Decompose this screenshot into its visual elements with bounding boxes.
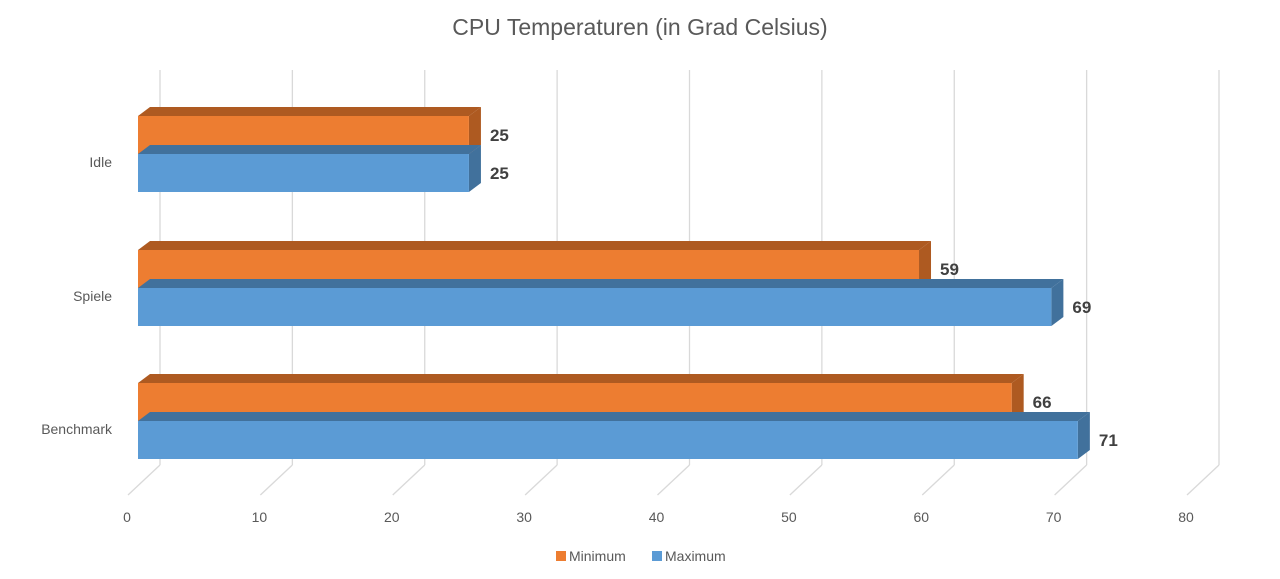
data-label: 25 (490, 126, 509, 145)
bar-top-face (138, 279, 1064, 288)
bars (138, 107, 1090, 459)
bar-maximum-benchmark (138, 421, 1078, 459)
gridline-floor (524, 464, 558, 496)
category-label: Benchmark (41, 421, 113, 437)
legend-label: Maximum (665, 548, 726, 564)
x-tick-label: 70 (1046, 509, 1062, 525)
bar-maximum-spiele (138, 288, 1052, 326)
gridline-floor (259, 464, 293, 496)
bar-side-face (1011, 374, 1024, 421)
bar-top-face (138, 107, 481, 116)
x-tick-label: 80 (1178, 509, 1194, 525)
gridline-floor (921, 464, 955, 496)
chart-title: CPU Temperaturen (in Grad Celsius) (452, 14, 827, 40)
x-tick-label: 60 (913, 509, 929, 525)
bar-side-face (1051, 279, 1064, 326)
bar-side-face (919, 241, 932, 288)
labels: 25 25 Idle 59 69 Spiele 66 71 Benchmark 0 10 20 30 40… (41, 126, 1194, 525)
x-tick-label: 20 (384, 509, 400, 525)
bar-side-face (468, 145, 481, 192)
data-label: 59 (940, 260, 959, 279)
gridline-floor (1054, 464, 1088, 496)
data-label: 66 (1033, 393, 1052, 412)
gridline-floor (789, 464, 823, 496)
gridline-floor (127, 464, 161, 496)
x-tick-label: 50 (781, 509, 797, 525)
bar-top-face (138, 241, 932, 250)
data-label: 71 (1099, 431, 1118, 450)
legend: Minimum Maximum (556, 548, 726, 564)
bar-top-face (138, 145, 481, 154)
legend-label: Minimum (569, 548, 626, 564)
x-tick-label: 10 (252, 509, 268, 525)
gridline-floor (392, 464, 426, 496)
bar-side-face (1077, 412, 1090, 459)
category-label: Spiele (73, 288, 112, 304)
x-tick-label: 0 (123, 509, 131, 525)
bar-maximum-idle (138, 154, 469, 192)
data-label: 25 (490, 164, 509, 183)
legend-swatch (652, 551, 662, 561)
gridline-floor (657, 464, 690, 496)
bar-top-face (138, 412, 1090, 421)
x-tick-label: 30 (516, 509, 532, 525)
gridline-floor (1186, 464, 1220, 496)
category-label: Idle (89, 154, 112, 170)
x-tick-label: 40 (649, 509, 665, 525)
bar-side-face (468, 107, 481, 154)
bar-top-face (138, 374, 1024, 383)
legend-swatch (556, 551, 566, 561)
data-label: 69 (1072, 298, 1091, 317)
